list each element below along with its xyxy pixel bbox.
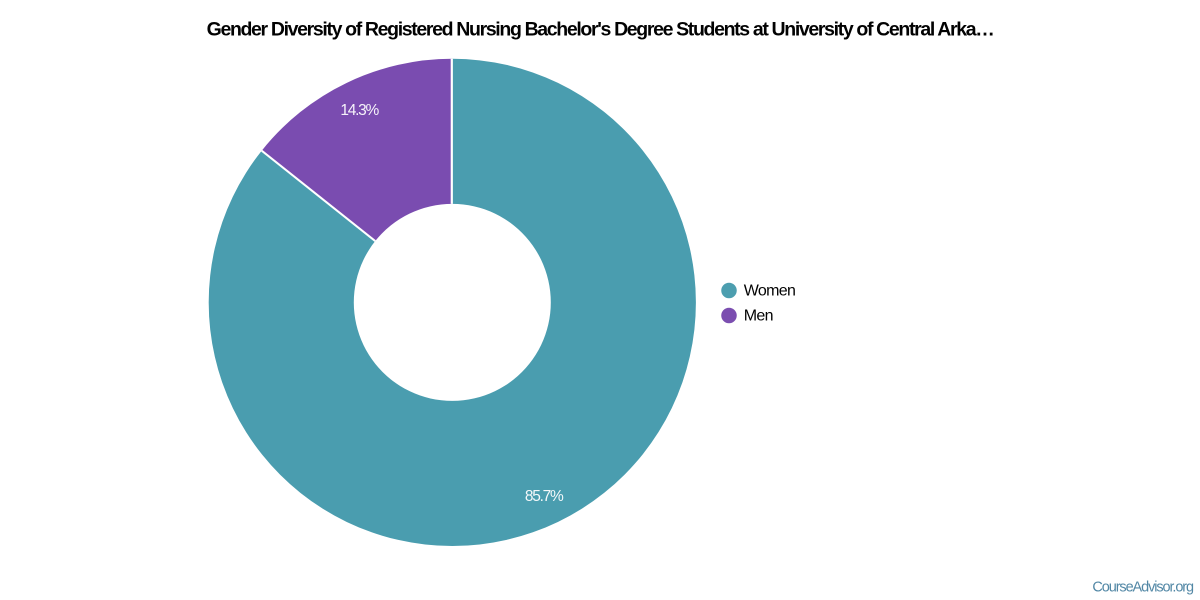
svg-text:Women: Women [744, 283, 796, 300]
svg-text:CourseAdvisor.org: CourseAdvisor.org [1092, 580, 1194, 596]
svg-text:85.7%: 85.7% [525, 488, 564, 505]
svg-text:Gender Diversity of Registered: Gender Diversity of Registered Nursing B… [207, 18, 994, 40]
svg-text:Men: Men [744, 308, 773, 325]
svg-text:14.3%: 14.3% [340, 102, 379, 119]
